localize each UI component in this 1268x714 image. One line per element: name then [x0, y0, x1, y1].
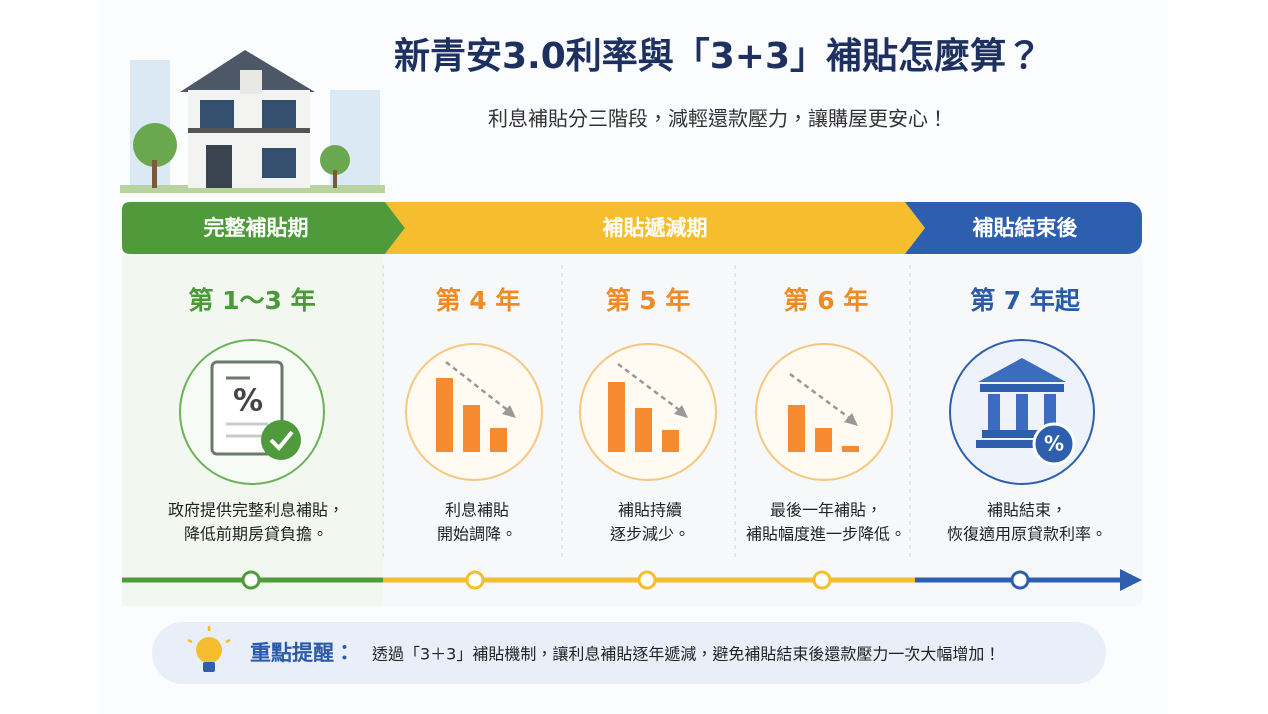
year-label: 第 4 年	[436, 286, 521, 315]
description: 恢復適用原貸款利率。	[947, 525, 1107, 544]
description: 逐步減少。	[610, 525, 690, 544]
bulb-icon	[187, 626, 231, 672]
icon-text: %	[233, 384, 263, 419]
description: 政府提供完整利息補貼，	[168, 501, 344, 520]
reminder-text: 透過「3＋3」補貼機制，讓利息補貼逐年遞減，避免補貼結束後還款壓力一次大幅增加！	[372, 645, 1000, 664]
year-label: 第 6 年	[784, 286, 869, 315]
description: 開始調降。	[437, 525, 517, 544]
icon-text: %	[1044, 432, 1064, 456]
phase-label: 補貼結束後	[972, 216, 1078, 240]
icon-decline	[755, 343, 893, 481]
phase-banner	[122, 202, 405, 254]
year-label: 第 7 年起	[970, 286, 1081, 315]
description: 最後一年補貼，	[770, 501, 882, 520]
reminder-label: 重點提醒：	[250, 641, 355, 665]
timeline	[122, 569, 1142, 591]
house-illustration	[120, 50, 385, 193]
icon-bank	[949, 339, 1095, 485]
phase-banner	[905, 202, 1142, 254]
subtitle: 利息補貼分三階段，減輕還款壓力，讓購屋更安心！	[488, 107, 948, 131]
icon-decline	[405, 343, 543, 481]
title: 新青安3.0利率與「3+3」補貼怎麼算？	[394, 36, 1042, 77]
phase-label: 完整補貼期	[204, 216, 309, 240]
icon-document	[179, 339, 325, 485]
description: 補貼持續	[618, 501, 682, 520]
icon-decline	[579, 343, 717, 481]
year-label: 第 1～3 年	[188, 286, 315, 315]
year-label: 第 5 年	[606, 286, 691, 315]
separators	[382, 265, 911, 560]
description: 利息補貼	[445, 501, 509, 520]
phase-banner	[385, 202, 925, 254]
description: 補貼幅度進一步降低。	[746, 525, 906, 544]
reminder-box	[152, 622, 1106, 684]
description: 補貼結束，	[987, 501, 1067, 520]
phase-label: 補貼遞減期	[602, 216, 708, 240]
description: 降低前期房貸負擔。	[184, 525, 328, 544]
